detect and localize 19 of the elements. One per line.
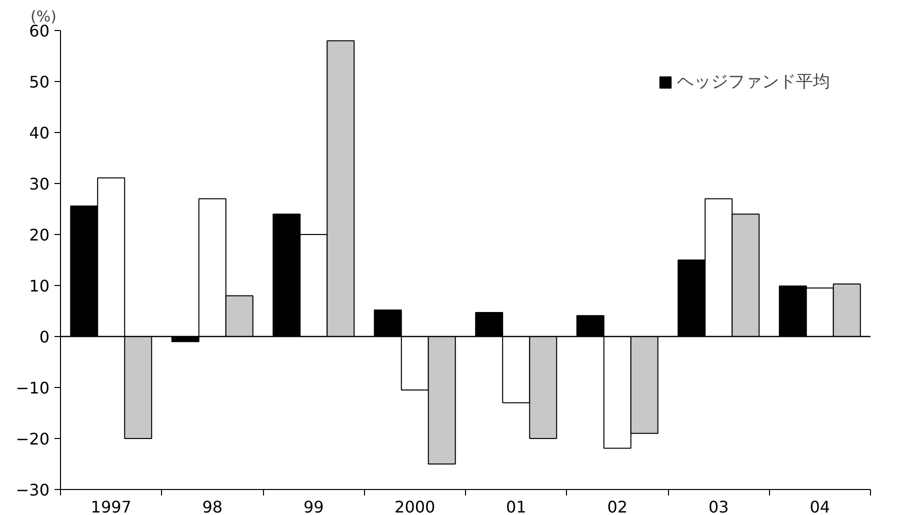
legend-label: ヘッジファンド平均 bbox=[677, 71, 830, 93]
y-tick-label: 50 bbox=[29, 72, 50, 92]
x-tick-label: 04 bbox=[810, 498, 830, 515]
y-tick-label: −10 bbox=[16, 378, 50, 398]
y-tick-label: 10 bbox=[29, 276, 50, 296]
y-tick-label: −20 bbox=[16, 430, 50, 448]
x-tick-label: 1997 bbox=[90, 498, 132, 515]
y-axis-title: (%) bbox=[30, 8, 56, 26]
x-tick-label: 01 bbox=[506, 498, 526, 515]
y-tick-label: 0 bbox=[39, 328, 50, 346]
y-tick-label: 30 bbox=[29, 174, 50, 194]
x-tick-label: 03 bbox=[708, 498, 729, 515]
y-tick-label: 20 bbox=[29, 226, 50, 244]
x-tick-label: 98 bbox=[202, 498, 223, 515]
y-tick-label: 40 bbox=[29, 124, 50, 142]
y-tick-label: −30 bbox=[16, 480, 50, 500]
x-tick-label: 02 bbox=[607, 498, 628, 515]
x-tick-label: 2000 bbox=[394, 498, 436, 515]
x-tick-label: 99 bbox=[303, 498, 324, 515]
